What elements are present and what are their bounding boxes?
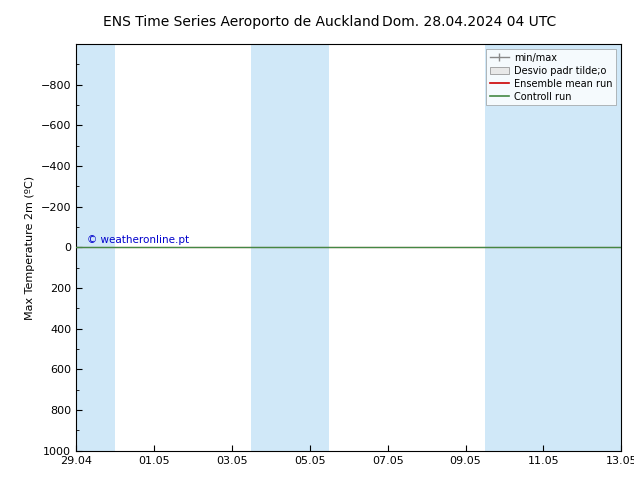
Bar bbox=[251, 44, 329, 451]
Legend: min/max, Desvio padr tilde;o, Ensemble mean run, Controll run: min/max, Desvio padr tilde;o, Ensemble m… bbox=[486, 49, 616, 105]
Y-axis label: Max Temperature 2m (ºC): Max Temperature 2m (ºC) bbox=[25, 175, 35, 319]
Text: © weatheronline.pt: © weatheronline.pt bbox=[87, 235, 189, 245]
Bar bbox=[485, 44, 621, 451]
Text: Dom. 28.04.2024 04 UTC: Dom. 28.04.2024 04 UTC bbox=[382, 15, 556, 29]
Bar bbox=[76, 44, 115, 451]
Text: ENS Time Series Aeroporto de Auckland: ENS Time Series Aeroporto de Auckland bbox=[103, 15, 379, 29]
